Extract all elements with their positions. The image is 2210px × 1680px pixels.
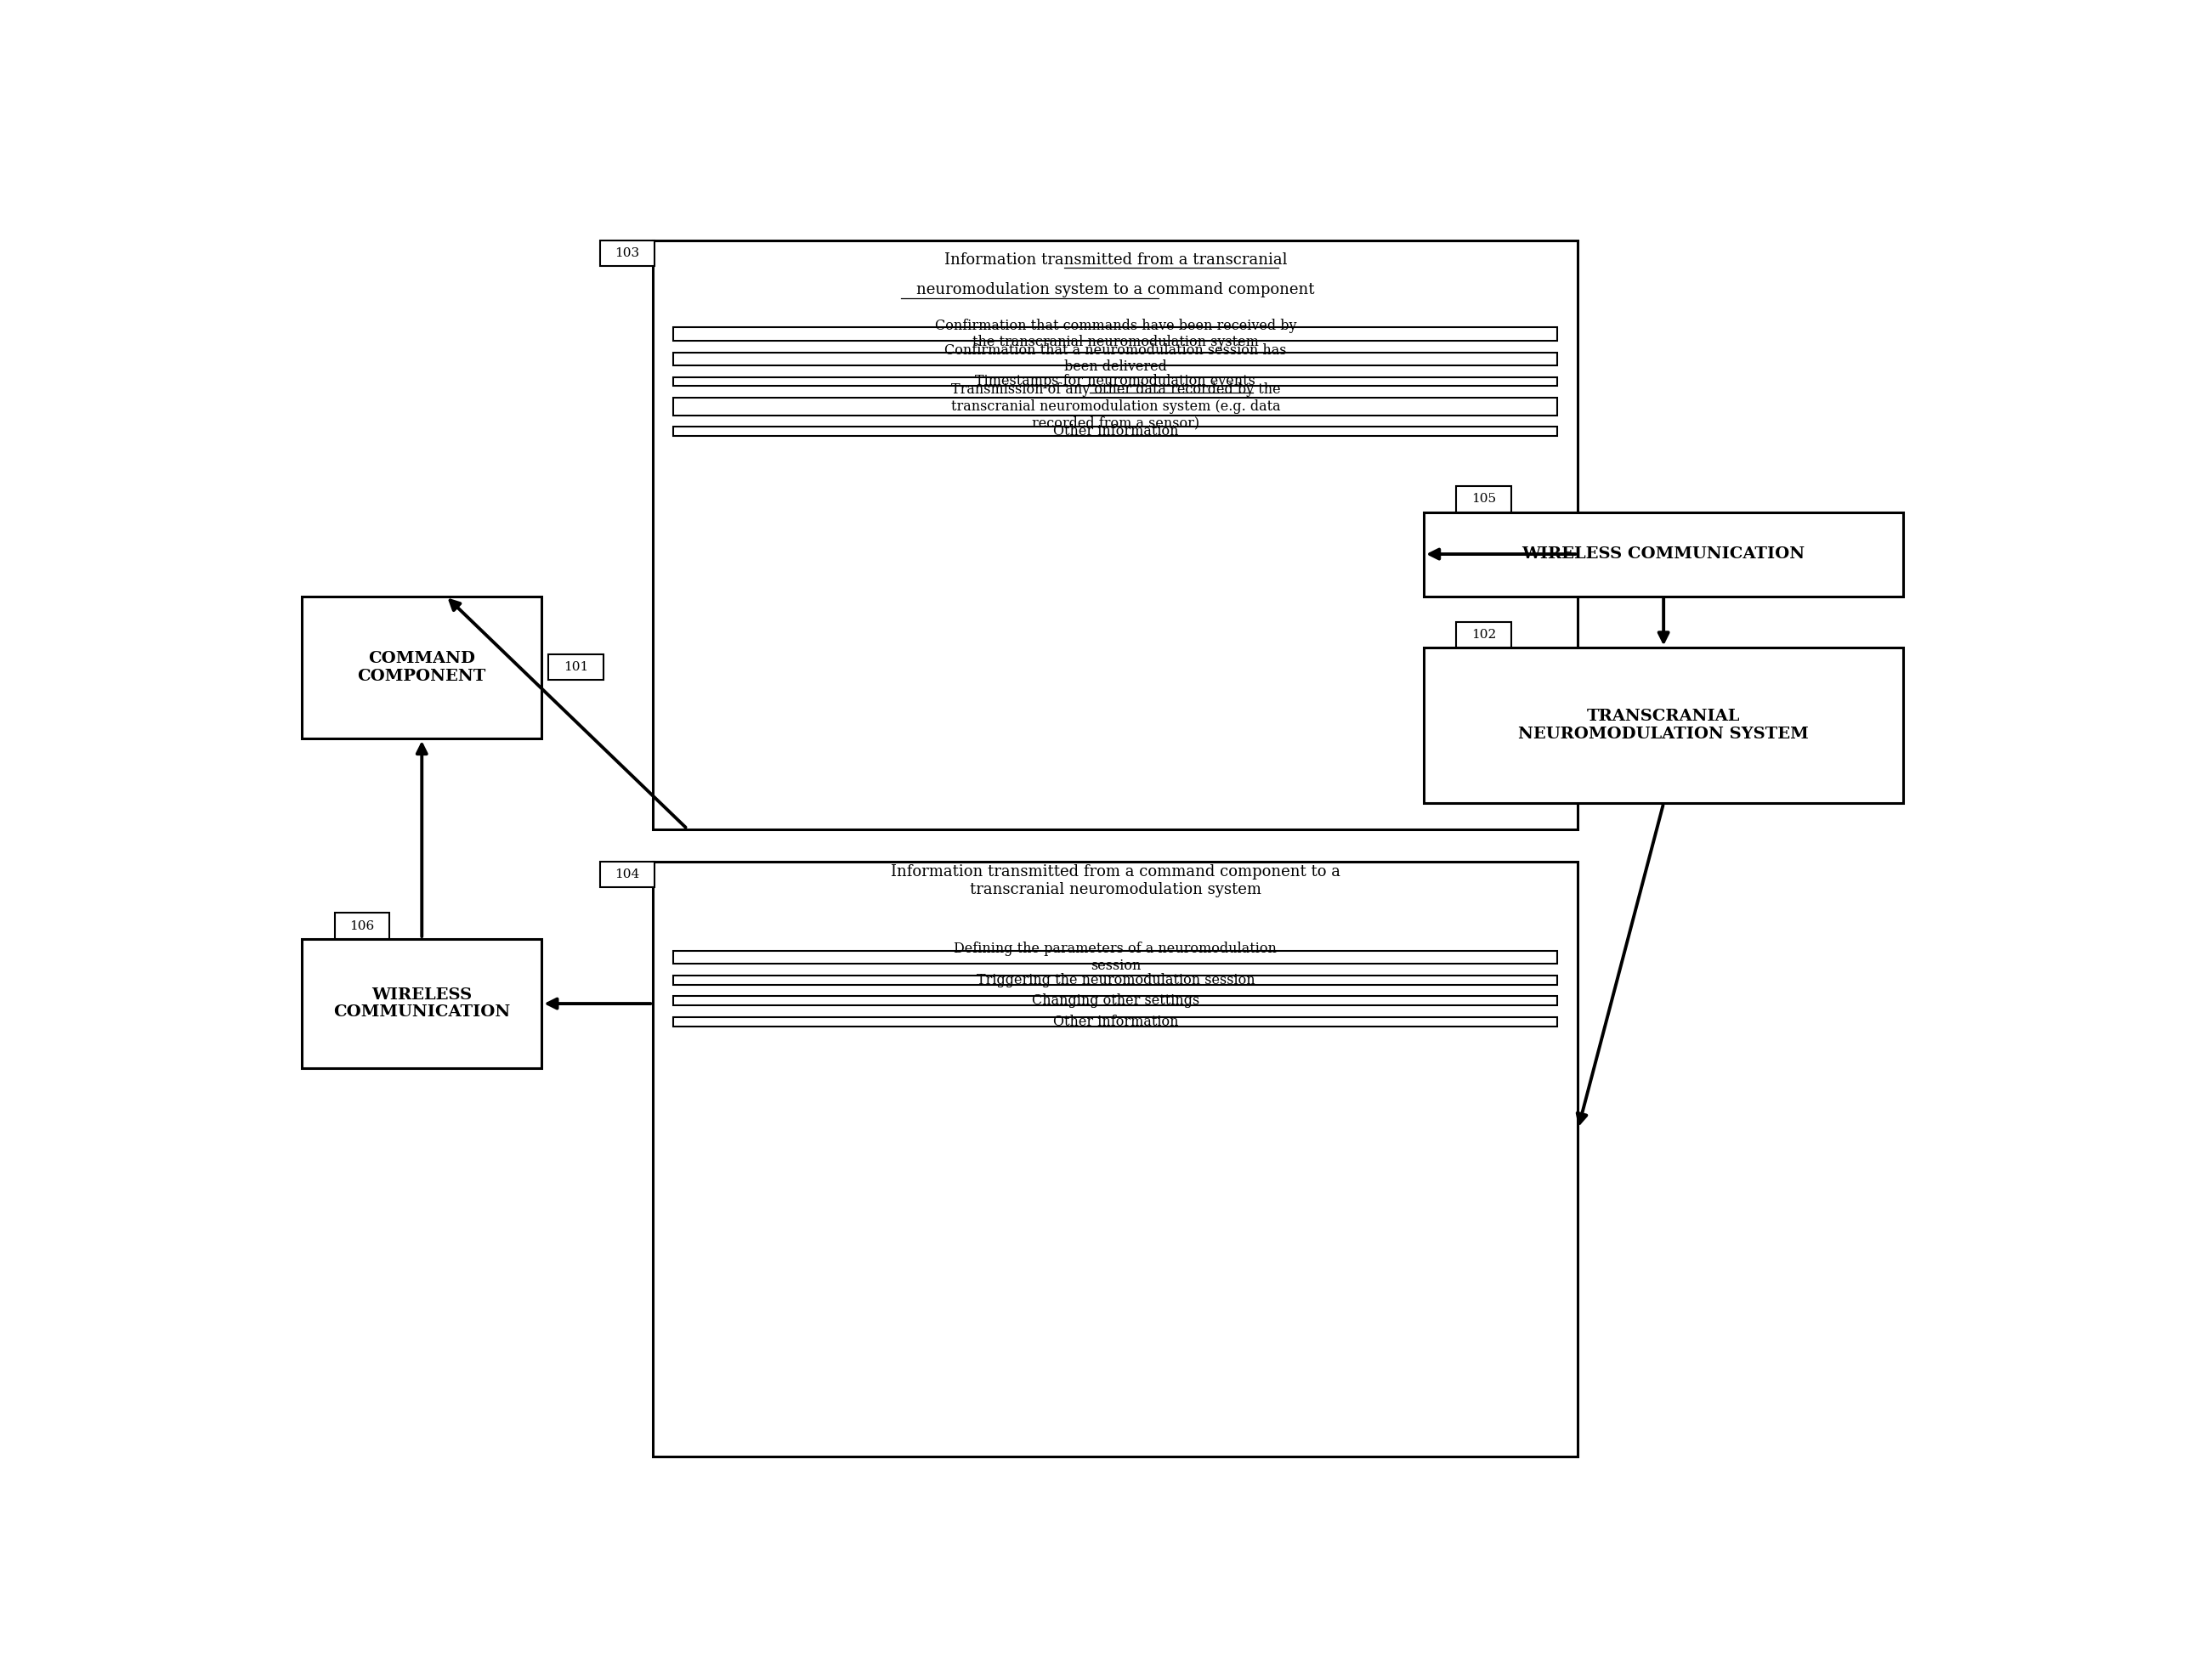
Text: Confirmation that a neuromodulation session has
been delivered: Confirmation that a neuromodulation sess…: [944, 343, 1286, 375]
FancyBboxPatch shape: [548, 654, 603, 680]
FancyBboxPatch shape: [674, 1016, 1558, 1026]
Text: Confirmation that commands have been received by
the transcranial neuromodulatio: Confirmation that commands have been rec…: [935, 318, 1297, 349]
FancyBboxPatch shape: [654, 240, 1578, 828]
FancyBboxPatch shape: [303, 596, 541, 739]
FancyBboxPatch shape: [674, 376, 1558, 386]
Text: Other information: Other information: [1052, 425, 1178, 438]
FancyBboxPatch shape: [674, 974, 1558, 984]
FancyBboxPatch shape: [334, 914, 389, 939]
Text: Transmission of any other data recorded by the
transcranial neuromodulation syst: Transmission of any other data recorded …: [950, 383, 1280, 430]
Text: 104: 104: [614, 869, 641, 880]
FancyBboxPatch shape: [1423, 648, 1903, 803]
FancyBboxPatch shape: [674, 328, 1558, 341]
FancyBboxPatch shape: [1423, 512, 1903, 596]
Text: TRANSCRANIAL
NEUROMODULATION SYSTEM: TRANSCRANIAL NEUROMODULATION SYSTEM: [1518, 709, 1808, 743]
FancyBboxPatch shape: [674, 996, 1558, 1005]
Text: Defining the parameters of a neuromodulation
session: Defining the parameters of a neuromodula…: [955, 941, 1277, 973]
FancyBboxPatch shape: [1456, 622, 1512, 648]
FancyBboxPatch shape: [674, 353, 1558, 365]
FancyBboxPatch shape: [303, 939, 541, 1068]
FancyBboxPatch shape: [674, 398, 1558, 415]
Text: WIRELESS
COMMUNICATION: WIRELESS COMMUNICATION: [334, 988, 511, 1020]
Text: Timestamps for neuromodulation events: Timestamps for neuromodulation events: [975, 375, 1255, 388]
FancyBboxPatch shape: [599, 862, 654, 887]
Text: Other information: Other information: [1052, 1015, 1178, 1028]
Text: 105: 105: [1472, 494, 1496, 506]
Text: COMMAND
COMPONENT: COMMAND COMPONENT: [358, 650, 486, 684]
Text: 102: 102: [1472, 628, 1496, 640]
Text: Triggering the neuromodulation session: Triggering the neuromodulation session: [977, 973, 1255, 988]
Text: 101: 101: [564, 662, 588, 674]
Text: Information transmitted from a transcranial: Information transmitted from a transcran…: [944, 252, 1286, 267]
Text: neuromodulation system to a command component: neuromodulation system to a command comp…: [917, 282, 1315, 297]
Text: WIRELESS COMMUNICATION: WIRELESS COMMUNICATION: [1523, 546, 1806, 561]
Text: 106: 106: [349, 921, 373, 932]
FancyBboxPatch shape: [674, 951, 1558, 964]
FancyBboxPatch shape: [674, 427, 1558, 437]
Text: 103: 103: [614, 247, 639, 259]
FancyBboxPatch shape: [1456, 486, 1512, 512]
Text: Changing other settings: Changing other settings: [1032, 993, 1200, 1008]
FancyBboxPatch shape: [599, 240, 654, 267]
FancyBboxPatch shape: [654, 862, 1578, 1457]
Text: Information transmitted from a command component to a
transcranial neuromodulati: Information transmitted from a command c…: [891, 864, 1339, 897]
